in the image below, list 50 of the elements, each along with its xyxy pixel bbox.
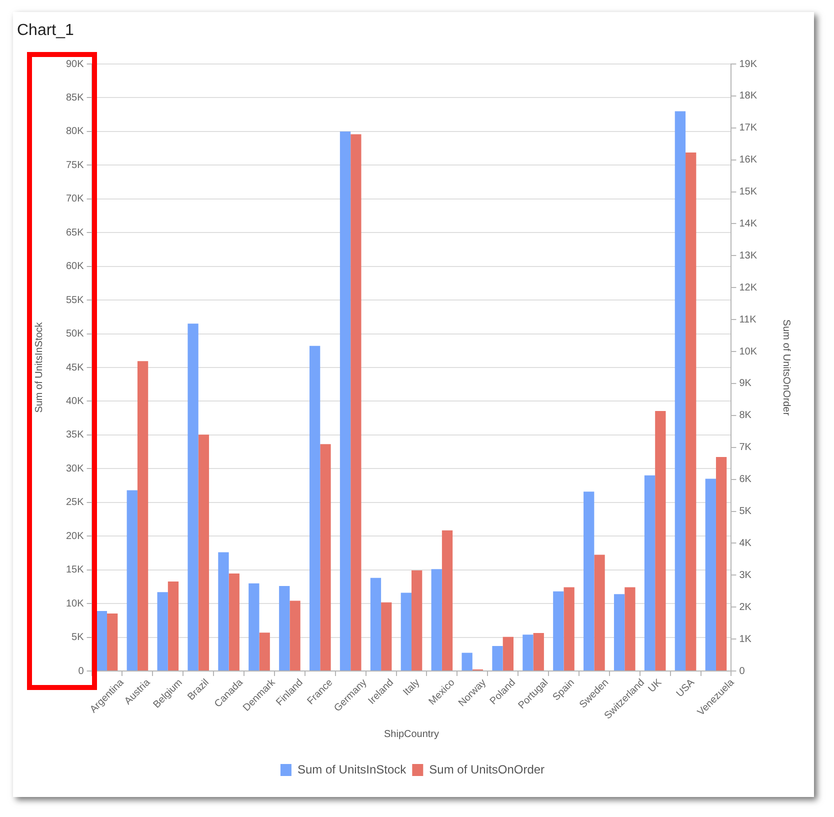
y2-tick-label: 12K [739,282,758,294]
y-tick-label: 25K [66,497,84,508]
y-tick-label: 20K [66,530,84,542]
y-tick-label: 85K [66,92,84,104]
y-tick-label: 80K [66,126,84,138]
y2-tick-label: 9K [739,378,752,390]
y2-tick-label: 7K [739,442,752,454]
y2-tick-label: 17K [739,122,758,134]
x-axis-title: ShipCountry [384,728,440,740]
y-tick-label: 65K [66,227,84,238]
y-tick-label: 5K [72,632,84,644]
y2-tick-label: 8K [739,410,752,422]
y2-tick-label: 16K [739,154,758,166]
bar [248,583,260,670]
y-tick-label: 75K [66,160,84,171]
y2-tick-label: 18K [739,90,758,102]
y2-tick-label: 3K [739,570,752,581]
y-tick-label: 50K [66,328,84,340]
y2-tick-label: 1K [739,634,752,645]
y-tick-label: 55K [66,294,84,306]
chart-title: Chart_1 [17,22,74,40]
y2-axis-title: Sum of UnitsOnOrder [780,319,792,416]
y2-tick-label: 5K [739,506,752,518]
y-tick-label: 30K [66,463,84,474]
y2-tick-label: 11K [739,314,757,326]
x-tick-label: UK [646,677,664,695]
legend-label: Sum of UnitsOnOrder [429,762,545,776]
bar [462,652,472,670]
y-tick-label: 10K [66,598,84,610]
legend-label: Sum of UnitsInStock [297,762,408,776]
y2-tick-label: 13K [739,250,758,262]
y2-tick-label: 0 [739,666,746,677]
y2-tick-label: 10K [739,346,758,358]
y-tick-label: 60K [66,261,84,272]
y-tick-label: 70K [66,194,84,205]
y-tick-label: 45K [66,362,84,374]
x-tick-label: Italy [401,677,422,698]
y2-tick-label: 14K [739,218,758,230]
y-tick-label: 15K [66,564,84,576]
y2-tick-label: 4K [739,538,752,549]
y2-tick-label: 2K [739,602,752,613]
y-axis-title: Sum of UnitsInStock [34,321,45,413]
y-tick-label: 35K [66,430,84,441]
x-tick-label: USA [674,677,698,700]
y2-tick-label: 6K [739,474,752,486]
y-tick-label: 0 [78,666,84,677]
y2-tick-label: 15K [739,186,758,198]
y2-tick-label: 19K [739,58,758,70]
y-tick-label: 40K [66,396,84,407]
y-tick-label: 90K [66,58,84,70]
